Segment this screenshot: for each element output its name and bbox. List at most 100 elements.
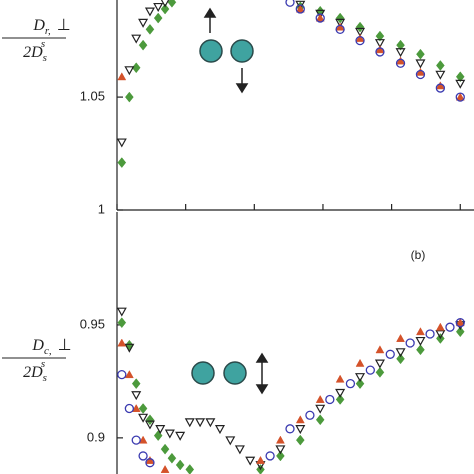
data-point xyxy=(131,62,141,74)
data-point xyxy=(416,327,425,336)
data-point xyxy=(415,336,426,346)
data-point xyxy=(117,317,127,329)
data-point xyxy=(375,47,385,57)
data-point xyxy=(138,435,148,444)
data-point xyxy=(455,318,465,328)
data-point xyxy=(117,72,127,81)
data-point xyxy=(124,343,135,353)
data-point xyxy=(455,92,465,101)
data-point xyxy=(355,21,365,33)
data-point xyxy=(375,366,385,378)
data-point xyxy=(455,318,465,327)
data-point xyxy=(455,326,465,338)
data-point xyxy=(153,12,163,24)
y-tick-label: 1.05 xyxy=(80,89,105,104)
data-point xyxy=(355,358,365,367)
data-point xyxy=(405,338,415,348)
data-point xyxy=(295,415,305,424)
data-point xyxy=(205,418,216,428)
data-point xyxy=(145,455,155,464)
data-point xyxy=(355,27,366,37)
icon-top xyxy=(199,7,254,94)
data-point xyxy=(365,365,375,375)
data-point xyxy=(395,48,406,58)
data-point xyxy=(285,0,295,7)
data-point xyxy=(175,431,186,441)
data-point xyxy=(355,378,365,390)
data-point xyxy=(355,373,366,383)
data-point xyxy=(295,4,305,14)
y-label-bottom-den: 2Dss xyxy=(23,358,47,384)
data-point xyxy=(145,414,155,426)
data-point xyxy=(131,34,142,44)
data-point xyxy=(144,420,155,430)
data-point xyxy=(131,378,141,390)
data-point xyxy=(395,58,406,68)
data-point xyxy=(445,322,455,332)
data-point xyxy=(315,13,325,22)
data-point xyxy=(325,394,335,405)
data-point xyxy=(153,430,163,442)
data-point xyxy=(125,339,134,351)
data-point xyxy=(435,70,446,80)
data-point xyxy=(124,66,135,76)
data-point xyxy=(375,30,385,42)
data-point xyxy=(214,425,226,435)
y-tick-label: 0.95 xyxy=(80,316,105,331)
data-point xyxy=(245,456,256,466)
data-point xyxy=(138,403,148,414)
data-point xyxy=(335,18,346,28)
data-point xyxy=(335,24,345,35)
data-point xyxy=(195,418,206,428)
data-point xyxy=(295,4,305,13)
data-point xyxy=(116,307,127,317)
data-point xyxy=(124,403,135,414)
data-point xyxy=(455,92,465,102)
y-label-top: Dr, ⊥ xyxy=(32,17,70,37)
data-point xyxy=(160,464,170,473)
data-point xyxy=(416,344,425,356)
data-point xyxy=(435,83,446,93)
y-label-bottom: Dc, ⊥ xyxy=(31,337,71,357)
data-point xyxy=(335,374,345,383)
data-point xyxy=(315,394,325,403)
data-point xyxy=(395,348,406,358)
data-point xyxy=(435,81,445,90)
data-point xyxy=(131,403,141,412)
data-point xyxy=(315,414,325,426)
y-tick-label: 0.9 xyxy=(87,429,105,444)
data-point xyxy=(160,0,170,8)
data-point xyxy=(295,434,305,446)
data-point xyxy=(145,23,155,35)
data-point xyxy=(435,330,446,340)
data-point xyxy=(275,445,286,455)
data-point xyxy=(125,91,134,103)
data-point xyxy=(131,391,142,401)
data-point xyxy=(315,404,326,414)
data-point xyxy=(144,7,155,17)
data-point xyxy=(374,39,385,49)
data-point xyxy=(138,451,148,461)
data-point xyxy=(315,13,325,23)
data-point xyxy=(167,0,177,8)
data-point xyxy=(184,418,195,428)
data-point xyxy=(375,45,385,54)
panel-annotation: (b) xyxy=(411,248,426,262)
data-point xyxy=(385,349,395,359)
data-point xyxy=(415,69,426,80)
data-point xyxy=(131,435,141,445)
data-point xyxy=(435,322,445,331)
data-point xyxy=(374,359,385,369)
data-point xyxy=(425,329,435,339)
data-point xyxy=(117,157,127,168)
data-point xyxy=(275,435,285,444)
data-point xyxy=(416,48,425,60)
data-point xyxy=(396,56,405,65)
data-point xyxy=(117,369,127,380)
y-label-top-den: 2Dss xyxy=(23,38,47,64)
data-point xyxy=(335,22,345,31)
data-point xyxy=(145,458,155,468)
data-point xyxy=(396,353,405,365)
data-point xyxy=(345,379,356,389)
